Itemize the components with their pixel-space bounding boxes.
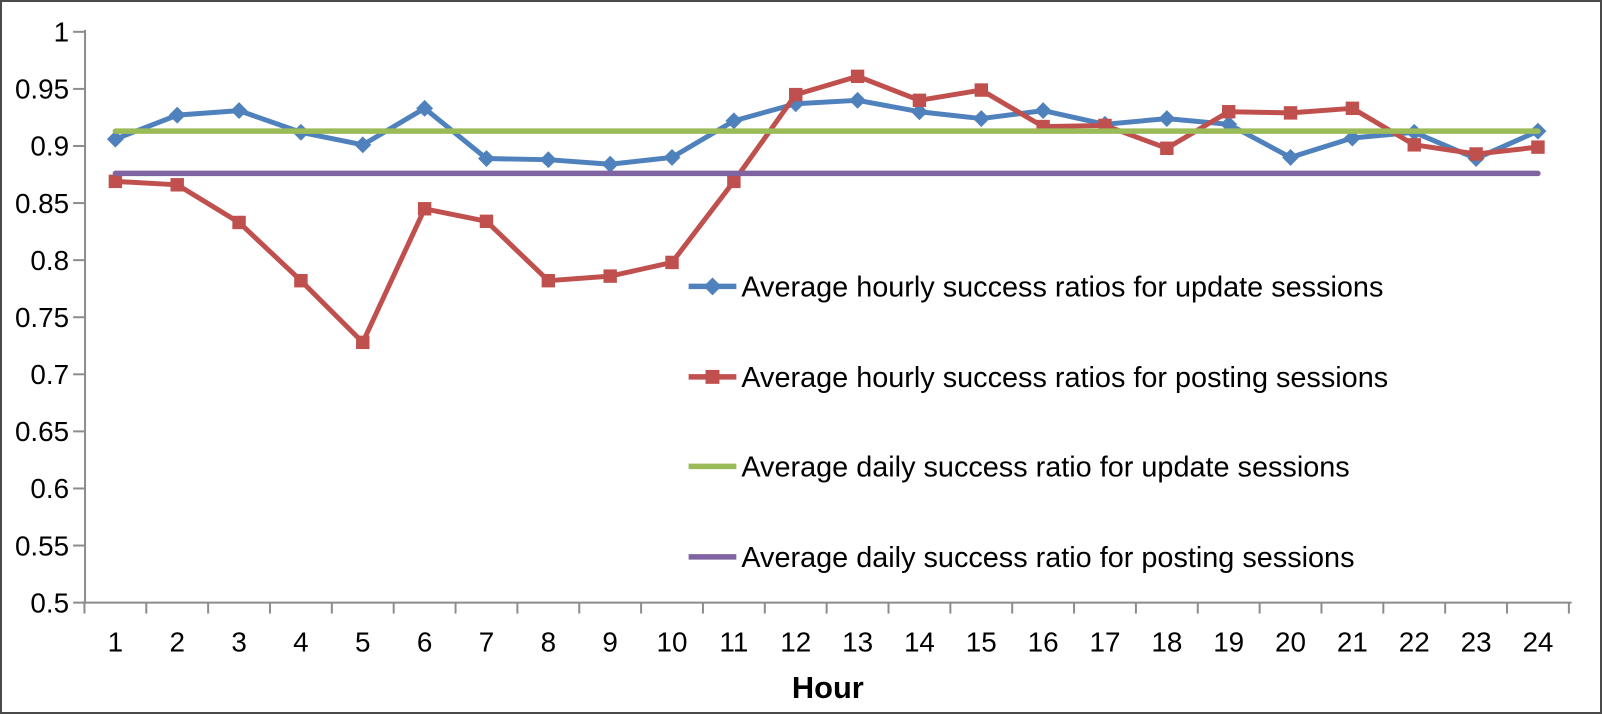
diamond-marker-icon — [725, 112, 743, 130]
x-tick-label: 18 — [1151, 626, 1182, 657]
diamond-marker-icon — [1282, 148, 1299, 166]
x-tick-label: 4 — [293, 626, 308, 657]
square-marker-icon — [1345, 101, 1360, 116]
y-tick-label: 1 — [54, 17, 69, 48]
diamond-marker-icon — [703, 277, 722, 296]
series-1 — [108, 69, 1545, 350]
x-axis-title: Hour — [792, 670, 864, 705]
series-line — [112, 97, 1541, 167]
legend-entry-update-daily: Average daily success ratio for update s… — [688, 451, 1350, 483]
y-tick-label: 0.85 — [15, 188, 69, 219]
x-tick-label: 12 — [780, 626, 811, 657]
square-marker-icon — [479, 214, 494, 229]
legend: Average hourly success ratios for update… — [688, 271, 1388, 574]
diamond-marker-icon — [106, 130, 124, 148]
diamond-marker-icon — [663, 148, 681, 166]
square-marker-icon — [789, 87, 803, 102]
x-tick-label: 8 — [541, 626, 556, 657]
square-marker-icon — [1469, 147, 1483, 161]
square-marker-icon — [1531, 140, 1545, 154]
y-tick-label: 0.55 — [15, 530, 69, 561]
diamond-marker-icon — [849, 91, 867, 109]
diamond-marker-icon — [168, 106, 186, 124]
legend-entry-update-hourly: Average hourly success ratios for update… — [688, 271, 1383, 303]
square-marker-icon — [294, 273, 308, 288]
legend-label: Average hourly success ratios for update… — [741, 271, 1383, 303]
y-tick-label: 0.95 — [15, 74, 69, 105]
square-marker-icon — [705, 369, 720, 384]
x-tick-label: 16 — [1028, 626, 1059, 657]
square-marker-icon — [974, 83, 988, 97]
x-tick-label: 9 — [602, 626, 617, 657]
axes-layer: 10.950.90.850.80.750.70.650.60.550.51 2 3 4… — [15, 17, 1572, 657]
x-tick-label: 2 — [169, 626, 184, 657]
x-tick-label: 23 — [1461, 626, 1492, 657]
square-marker-icon — [912, 93, 927, 108]
square-marker-icon — [232, 215, 246, 230]
square-marker-icon — [665, 255, 679, 270]
series-layer — [106, 69, 1547, 350]
y-tick-label: 0.6 — [30, 473, 69, 504]
legend-entry-posting-hourly: Average hourly success ratios for postin… — [688, 362, 1388, 394]
diamond-marker-icon — [910, 103, 928, 121]
x-tick-label: 24 — [1522, 626, 1553, 657]
x-tick-label: 21 — [1337, 626, 1368, 657]
x-tick-label: 19 — [1213, 626, 1244, 657]
x-tick-label: 11 — [719, 626, 748, 657]
x-tick-label: 17 — [1090, 626, 1121, 657]
square-marker-icon — [108, 174, 123, 189]
square-marker-icon — [417, 202, 432, 216]
x-tick-label: 14 — [904, 626, 935, 657]
x-tick-label: 1 — [108, 626, 123, 657]
x-tick-label: 13 — [842, 626, 873, 657]
legend-label: Average hourly success ratios for postin… — [741, 362, 1388, 394]
square-marker-icon — [850, 69, 865, 84]
legend-entry-posting-daily: Average daily success ratio for posting … — [688, 542, 1355, 574]
y-tick-label: 0.65 — [15, 416, 69, 447]
square-marker-icon — [727, 174, 741, 189]
y-tick-label: 0.9 — [30, 131, 69, 162]
diamond-marker-icon — [230, 102, 248, 120]
y-tick-label: 0.8 — [30, 245, 69, 276]
diamond-marker-icon — [539, 151, 557, 169]
square-marker-icon — [1221, 105, 1236, 119]
x-tick-label: 3 — [231, 626, 246, 657]
diamond-marker-icon — [1034, 102, 1052, 120]
diamond-marker-icon — [601, 155, 619, 173]
diamond-marker-icon — [478, 150, 495, 167]
legend-label: Average daily success ratio for posting … — [741, 542, 1354, 574]
square-marker-icon — [1407, 138, 1421, 152]
square-marker-icon — [356, 335, 370, 350]
square-marker-icon — [1283, 106, 1298, 120]
diamond-marker-icon — [972, 110, 990, 128]
square-marker-icon — [603, 269, 617, 283]
x-tick-label: 7 — [479, 626, 494, 657]
x-tick-label: 15 — [966, 626, 997, 657]
x-tick-label: 22 — [1399, 626, 1430, 657]
legend-label: Average daily success ratio for update s… — [741, 451, 1349, 483]
x-tick-label: 5 — [355, 626, 370, 657]
diamond-marker-icon — [1158, 110, 1176, 128]
diamond-marker-icon — [354, 136, 372, 154]
square-marker-icon — [541, 273, 556, 288]
x-tick-label: 20 — [1275, 626, 1306, 657]
x-tick-label: 6 — [417, 626, 432, 657]
y-tick-label: 0.7 — [30, 359, 69, 390]
x-tick-label: 10 — [657, 626, 688, 657]
square-marker-icon — [1160, 141, 1174, 155]
y-tick-label: 0.5 — [30, 587, 69, 618]
series-line — [112, 73, 1541, 345]
square-marker-icon — [170, 178, 184, 192]
y-tick-label: 0.75 — [15, 302, 69, 333]
